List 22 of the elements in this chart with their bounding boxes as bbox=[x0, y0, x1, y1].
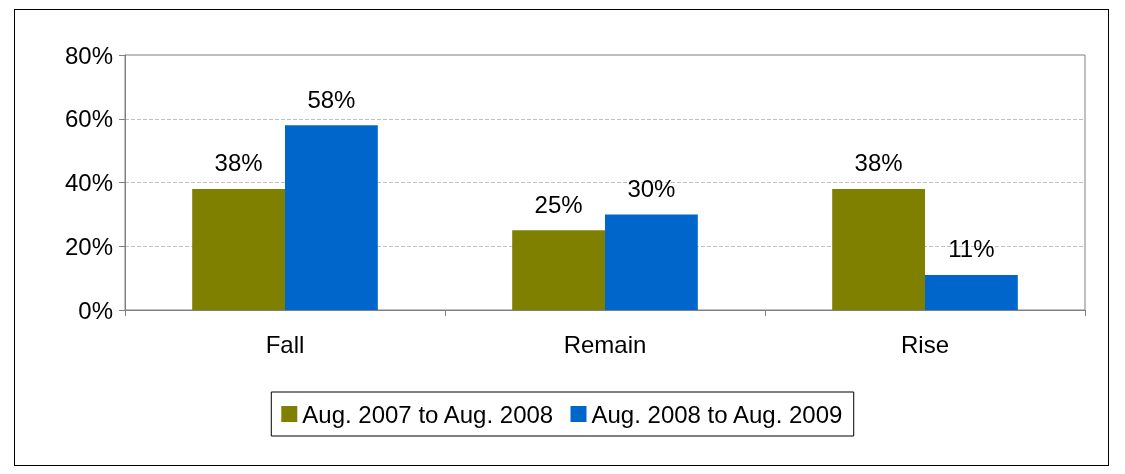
bar bbox=[925, 274, 1018, 310]
legend-label: Aug. 2007 to Aug. 2008 bbox=[302, 400, 554, 428]
bar bbox=[832, 188, 925, 310]
y-tick-label: 40% bbox=[64, 169, 113, 196]
y-tick-label: 60% bbox=[64, 105, 113, 133]
data-label: 25% bbox=[534, 190, 583, 218]
data-label: 30% bbox=[627, 174, 676, 202]
bar bbox=[285, 125, 378, 310]
x-tick-label: Fall bbox=[265, 330, 305, 358]
bar bbox=[605, 214, 698, 310]
legend-label: Aug. 2008 to Aug. 2009 bbox=[591, 400, 843, 428]
data-label: 38% bbox=[214, 149, 263, 177]
bar bbox=[192, 188, 285, 310]
y-tick-label: 0% bbox=[78, 296, 113, 324]
data-label: 11% bbox=[948, 235, 995, 263]
y-tick-label: 20% bbox=[64, 232, 113, 260]
y-tick-label: 80% bbox=[64, 41, 113, 69]
bar bbox=[512, 230, 605, 310]
data-label: 38% bbox=[854, 149, 903, 177]
x-tick-label: Rise bbox=[900, 330, 950, 358]
data-label: 58% bbox=[307, 85, 356, 113]
x-tick-label: Remain bbox=[563, 330, 647, 358]
